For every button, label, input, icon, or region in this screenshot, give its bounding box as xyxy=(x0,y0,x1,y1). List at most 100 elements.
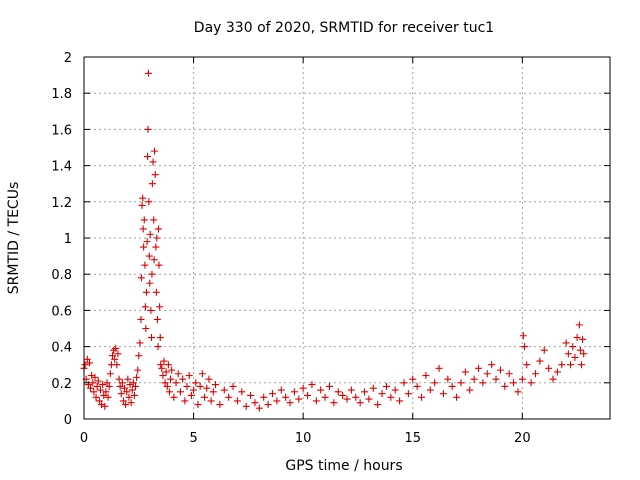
data-point xyxy=(128,386,136,394)
data-point xyxy=(92,393,100,401)
data-point xyxy=(334,388,342,396)
data-point xyxy=(273,397,281,405)
data-point xyxy=(260,393,268,401)
data-point xyxy=(130,391,138,399)
data-point xyxy=(149,158,157,166)
data-point xyxy=(255,404,263,412)
data-point xyxy=(141,303,149,311)
data-point xyxy=(141,261,149,269)
data-point xyxy=(104,393,112,401)
data-point xyxy=(573,334,581,342)
data-point xyxy=(562,339,570,347)
data-point xyxy=(203,384,211,392)
data-point xyxy=(85,359,93,367)
data-point xyxy=(453,393,461,401)
data-point xyxy=(117,390,125,398)
data-point xyxy=(176,388,184,396)
data-point xyxy=(233,397,241,405)
data-point xyxy=(339,391,347,399)
y-tick-label: 1.2 xyxy=(51,196,72,211)
data-point xyxy=(382,382,390,390)
data-point xyxy=(168,366,176,374)
data-point xyxy=(151,171,159,179)
y-tick-label: 0 xyxy=(64,413,72,428)
data-point xyxy=(179,375,187,383)
data-point xyxy=(225,393,233,401)
data-point xyxy=(531,370,539,378)
data-point xyxy=(99,381,107,389)
data-point xyxy=(153,315,161,323)
data-point xyxy=(145,252,153,260)
data-point xyxy=(212,381,219,389)
plot-frame xyxy=(83,56,611,420)
data-point xyxy=(194,401,202,409)
data-point xyxy=(216,401,224,409)
data-point xyxy=(122,401,130,409)
data-point xyxy=(100,391,108,399)
data-point xyxy=(205,375,213,383)
data-point xyxy=(133,373,141,381)
data-point xyxy=(114,350,122,358)
data-point xyxy=(569,343,577,351)
data-point xyxy=(152,243,160,251)
data-point xyxy=(578,361,586,369)
data-point xyxy=(151,147,159,155)
data-point xyxy=(161,379,169,387)
data-point xyxy=(229,382,237,390)
data-point xyxy=(163,382,171,390)
data-point xyxy=(153,234,161,242)
data-point xyxy=(564,350,572,358)
y-tick-label: 1 xyxy=(64,232,72,247)
data-point xyxy=(242,402,250,410)
data-point xyxy=(142,288,150,296)
data-point xyxy=(317,386,325,394)
data-point xyxy=(105,382,113,390)
data-point xyxy=(343,395,351,403)
data-point xyxy=(290,388,298,396)
data-point xyxy=(187,391,195,399)
y-tick-label: 1.6 xyxy=(51,123,72,138)
data-point xyxy=(299,384,307,392)
data-point xyxy=(201,393,209,401)
data-point xyxy=(164,361,172,369)
data-point xyxy=(426,386,434,394)
data-point xyxy=(181,397,189,405)
data-point xyxy=(277,386,285,394)
data-point xyxy=(251,399,259,407)
data-point xyxy=(209,388,217,396)
data-point xyxy=(137,315,145,323)
data-point xyxy=(155,261,163,269)
data-point xyxy=(352,393,360,401)
data-point xyxy=(418,393,426,401)
data-point xyxy=(145,198,153,206)
y-tick-label: 2 xyxy=(64,51,72,66)
y-axis-title: SRMTID / TECUs xyxy=(6,182,22,295)
data-point xyxy=(162,368,170,376)
data-point xyxy=(144,125,152,133)
data-point xyxy=(505,370,513,378)
data-point xyxy=(479,379,487,387)
data-point xyxy=(102,388,110,396)
data-point xyxy=(139,225,147,233)
data-point xyxy=(158,364,166,372)
data-point xyxy=(89,379,97,387)
x-tick-label: 10 xyxy=(295,431,312,446)
data-point xyxy=(282,393,290,401)
y-tick-label: 1.8 xyxy=(51,87,72,102)
data-point xyxy=(378,390,386,398)
x-tick-label: 20 xyxy=(514,431,531,446)
data-point xyxy=(308,381,316,389)
data-point xyxy=(521,343,529,351)
data-point xyxy=(90,388,98,396)
data-point xyxy=(144,153,152,161)
data-point xyxy=(167,375,175,383)
y-tick-label: 0.6 xyxy=(51,304,72,319)
data-point xyxy=(356,399,364,407)
x-tick-label: 0 xyxy=(80,431,88,446)
data-point xyxy=(439,390,447,398)
y-tick-label: 0.4 xyxy=(51,341,72,356)
data-point xyxy=(134,366,142,374)
data-point xyxy=(435,364,443,372)
data-point xyxy=(112,344,120,352)
data-point xyxy=(369,384,377,392)
